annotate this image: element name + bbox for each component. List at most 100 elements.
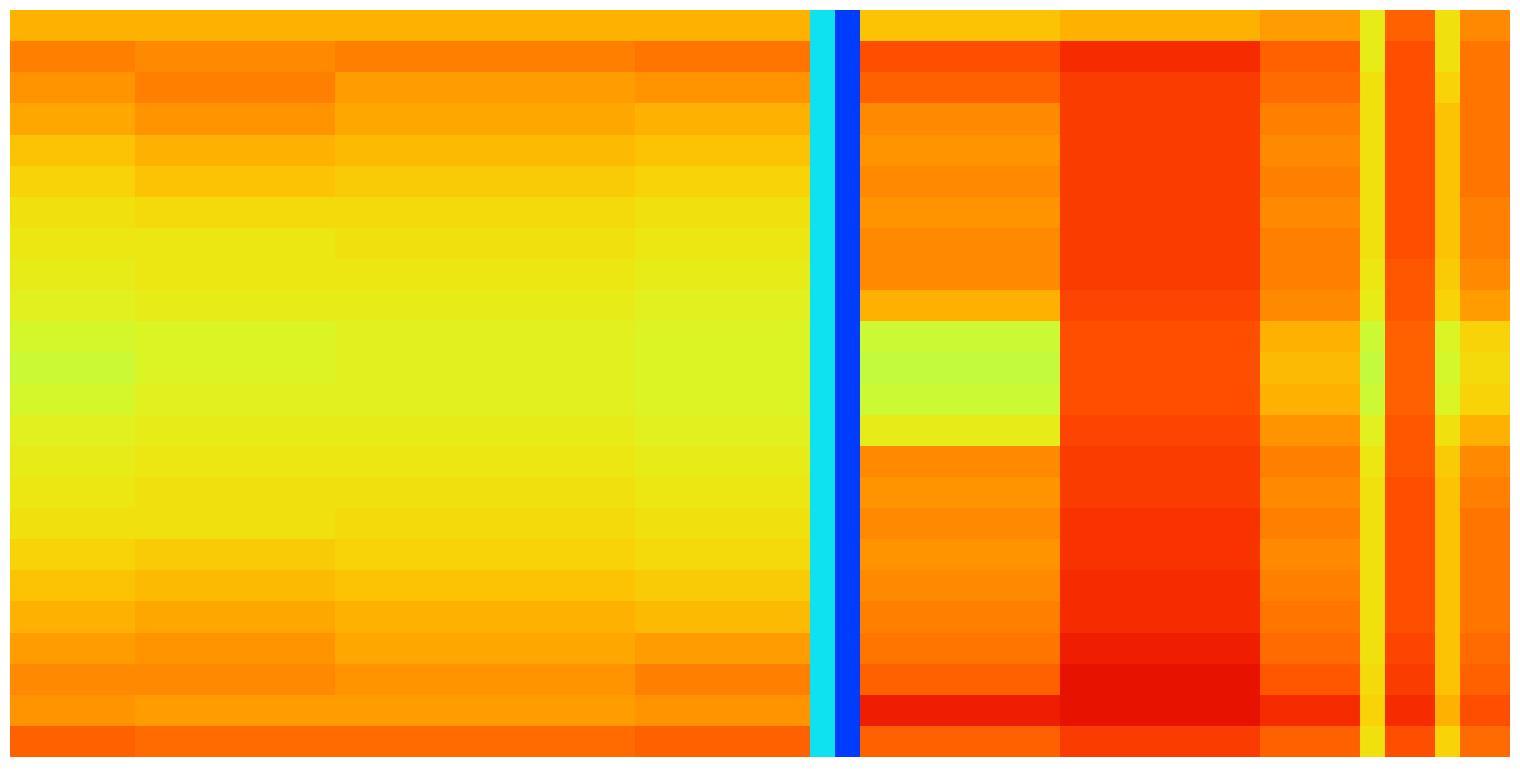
heatmap-cell [860, 10, 886, 42]
heatmap-cell [60, 384, 86, 416]
heatmap-cell [1185, 570, 1211, 602]
heatmap-cell [1485, 415, 1510, 447]
heatmap-cell [10, 664, 36, 696]
heatmap-cell [1360, 321, 1386, 353]
heatmap-cell [1385, 601, 1411, 633]
heatmap-cell [510, 477, 536, 509]
heatmap-cell [910, 290, 936, 322]
heatmap-cell [335, 415, 361, 447]
heatmap-cell [985, 135, 1011, 167]
heatmap-cell [910, 477, 936, 509]
heatmap-cell [610, 508, 636, 540]
heatmap-cell [510, 321, 536, 353]
heatmap-cell [635, 166, 661, 198]
heatmap-cell [1460, 321, 1486, 353]
heatmap-cell [635, 352, 661, 384]
heatmap-cell [635, 259, 661, 291]
heatmap-cell [210, 446, 236, 478]
heatmap-cell [885, 321, 911, 353]
heatmap-cell [885, 290, 911, 322]
heatmap-cell [1185, 228, 1211, 260]
heatmap-cell [1035, 197, 1061, 229]
heatmap-cell [960, 601, 986, 633]
heatmap-cell [535, 321, 561, 353]
heatmap-cell [585, 135, 611, 167]
heatmap-cell [110, 664, 136, 696]
heatmap-cell [710, 695, 736, 727]
heatmap-cell [460, 321, 486, 353]
heatmap-cell [10, 695, 36, 727]
heatmap-cell [535, 10, 561, 42]
heatmap-cell [1310, 415, 1336, 447]
heatmap-cell [85, 290, 111, 322]
heatmap-cell [1210, 135, 1236, 167]
heatmap-cell [935, 508, 961, 540]
heatmap-cell [1235, 321, 1261, 353]
heatmap-cell [585, 601, 611, 633]
heatmap-cell [560, 72, 586, 104]
heatmap-cell [1360, 228, 1386, 260]
heatmap-cell [1385, 290, 1411, 322]
heatmap-cell [610, 197, 636, 229]
heatmap-cell [1210, 508, 1236, 540]
heatmap-cell [1360, 290, 1386, 322]
heatmap-cell [1060, 446, 1086, 478]
heatmap-cell [1235, 415, 1261, 447]
heatmap-cell [610, 726, 636, 757]
heatmap-cell [735, 570, 761, 602]
heatmap-cell [1110, 321, 1136, 353]
heatmap-cell [1285, 601, 1311, 633]
heatmap-cell [560, 290, 586, 322]
heatmap-cell [1410, 384, 1436, 416]
heatmap-cell [1110, 695, 1136, 727]
heatmap-cell [610, 539, 636, 571]
heatmap-cell [910, 41, 936, 73]
heatmap-cell [885, 633, 911, 665]
heatmap-cell [1410, 539, 1436, 571]
heatmap-cell [1260, 477, 1286, 509]
heatmap-cell [110, 726, 136, 757]
heatmap-cell [1435, 446, 1461, 478]
heatmap-cell [1160, 10, 1186, 42]
heatmap-cell [110, 259, 136, 291]
heatmap-cell [1235, 166, 1261, 198]
heatmap-cell [735, 10, 761, 42]
heatmap-cell [1085, 290, 1111, 322]
heatmap-cell [385, 477, 411, 509]
heatmap-cell [735, 415, 761, 447]
heatmap-cell [710, 508, 736, 540]
heatmap-cell [1385, 10, 1411, 42]
heatmap-cell [335, 352, 361, 384]
heatmap-cell [1310, 539, 1336, 571]
heatmap-cell [1235, 41, 1261, 73]
heatmap-cell [460, 10, 486, 42]
heatmap-cell [1360, 352, 1386, 384]
heatmap-cell [310, 508, 336, 540]
heatmap-cell [85, 384, 111, 416]
heatmap-cell [1285, 664, 1311, 696]
heatmap-cell [685, 10, 711, 42]
heatmap-cell [1385, 726, 1411, 757]
heatmap-cell [1110, 259, 1136, 291]
heatmap-cell [860, 508, 886, 540]
heatmap-cell [1110, 664, 1136, 696]
heatmap-cell [785, 601, 811, 633]
heatmap-cell [860, 228, 886, 260]
heatmap-cell [410, 197, 436, 229]
heatmap-cell [710, 10, 736, 42]
heatmap-cell [1085, 10, 1111, 42]
heatmap-cell [1260, 259, 1286, 291]
heatmap-cell [1360, 135, 1386, 167]
heatmap-cell [285, 633, 311, 665]
heatmap-cell [535, 384, 561, 416]
heatmap-cell [485, 477, 511, 509]
heatmap-cell [260, 72, 286, 104]
heatmap-cell [435, 321, 461, 353]
heatmap-cell [460, 290, 486, 322]
heatmap-cell [35, 10, 61, 42]
heatmap-cell [1460, 103, 1486, 135]
heatmap-cell [585, 259, 611, 291]
heatmap-cell [910, 695, 936, 727]
heatmap-cell [1185, 664, 1211, 696]
heatmap-cell [685, 321, 711, 353]
